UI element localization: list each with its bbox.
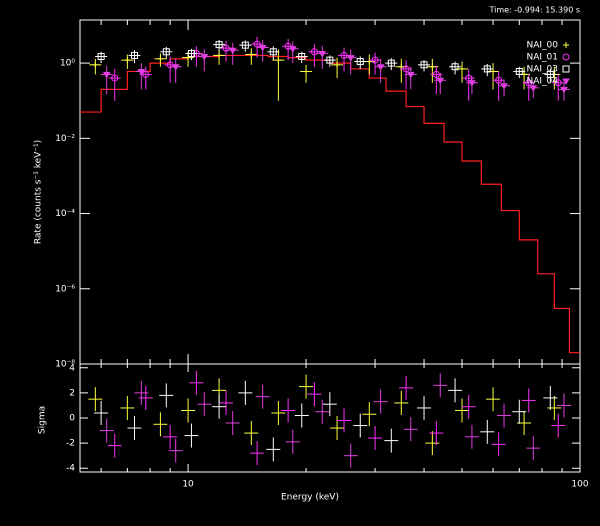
data-point <box>546 70 554 78</box>
data-point <box>241 41 249 49</box>
legend-marker <box>562 65 570 73</box>
data-point <box>130 51 138 59</box>
data-point <box>451 63 459 71</box>
data-point <box>500 83 508 90</box>
y-tick-label: 10⁻⁶ <box>55 284 75 294</box>
data-point <box>215 41 223 49</box>
data-point <box>97 52 105 60</box>
residual-y-tick-label: 2 <box>69 388 75 398</box>
data-point <box>157 55 164 62</box>
legend-label: NAI_04 <box>527 77 559 87</box>
y-tick-label: 10⁻² <box>55 134 75 144</box>
data-point <box>102 71 111 79</box>
data-point <box>420 61 428 69</box>
y-axis-label: Rate (counts s⁻¹ keV⁻¹) <box>34 140 44 244</box>
data-point <box>429 63 436 70</box>
data-point <box>406 71 415 79</box>
data-point <box>459 65 466 72</box>
data-point <box>495 76 503 84</box>
data-point <box>124 57 131 64</box>
data-point <box>298 52 306 60</box>
x-tick-label: 10 <box>182 480 194 490</box>
x-axis-label: Energy (keV) <box>281 493 339 503</box>
data-point <box>371 56 379 64</box>
residual-y-tick-label: 0 <box>69 414 75 424</box>
data-point <box>326 56 334 64</box>
data-point <box>334 61 341 68</box>
legend-label: NAI_01 <box>527 53 559 63</box>
data-point <box>515 67 523 75</box>
data-point <box>92 61 99 68</box>
residual-y-tick-label: -2 <box>66 439 75 449</box>
data-point <box>200 53 209 61</box>
data-point <box>483 65 491 73</box>
data-point <box>356 58 364 66</box>
data-point <box>554 79 562 87</box>
legend-marker <box>562 78 570 85</box>
data-point <box>376 64 385 71</box>
legend-label: NAI_00 <box>527 41 559 51</box>
data-point <box>310 48 318 56</box>
data-point <box>525 79 533 87</box>
y-tick-label: 10⁻⁴ <box>55 209 75 219</box>
residual-y-tick-label: 4 <box>69 363 75 373</box>
data-point <box>436 77 445 85</box>
x-tick-label: 100 <box>571 480 588 490</box>
data-point <box>216 52 223 59</box>
data-point <box>468 80 476 87</box>
data-point <box>258 44 267 52</box>
residual-axis-label: Sigma <box>38 406 48 434</box>
data-point <box>560 86 568 94</box>
data-point <box>303 68 310 75</box>
data-point <box>187 50 195 58</box>
data-point <box>162 48 170 56</box>
data-point <box>387 59 395 67</box>
data-point <box>346 55 355 62</box>
data-point <box>529 85 538 92</box>
residual-y-tick-label: -4 <box>66 464 75 474</box>
legend-marker <box>563 42 569 48</box>
legend-label: NAI_03 <box>527 65 559 75</box>
annotation: Time: -0.994: 15.390 s <box>488 6 580 15</box>
data-point <box>288 46 297 53</box>
data-point <box>318 51 327 58</box>
legend-marker <box>562 53 570 61</box>
data-point <box>137 68 146 76</box>
y-tick-label: 10⁰ <box>60 59 75 69</box>
data-point <box>269 48 277 56</box>
data-point <box>366 58 373 65</box>
data-point <box>228 47 237 55</box>
data-point <box>111 74 119 82</box>
data-point <box>402 65 410 73</box>
data-point <box>275 57 282 64</box>
data-point <box>248 51 255 58</box>
data-point <box>490 68 497 75</box>
data-point <box>222 44 230 52</box>
data-point <box>432 70 440 78</box>
y-tick-label: 10⁻⁸ <box>55 360 75 370</box>
data-point <box>171 64 180 71</box>
